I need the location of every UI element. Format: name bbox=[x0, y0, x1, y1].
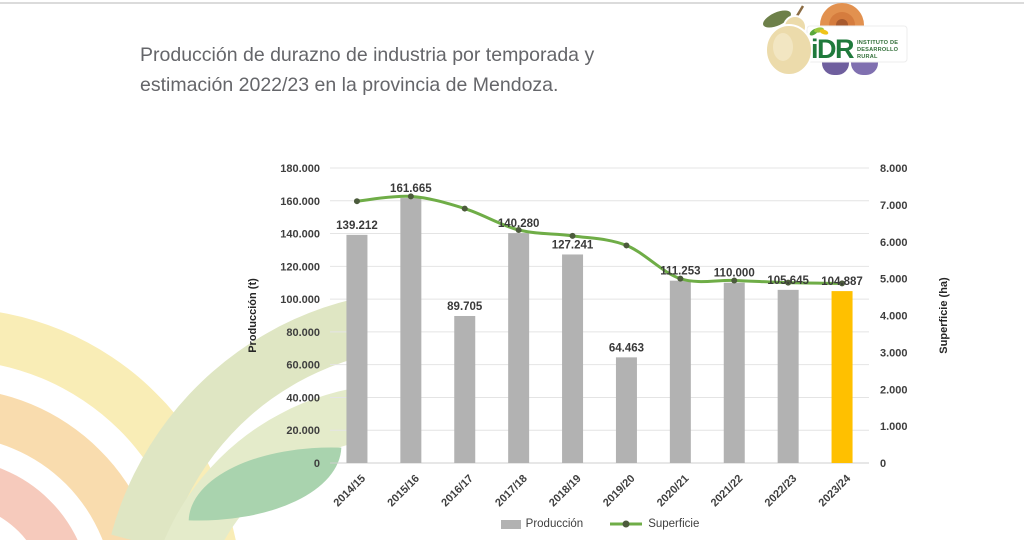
chart-title-line-2: estimación 2022/23 en la provincia de Me… bbox=[140, 74, 559, 96]
legend-label: Superficie bbox=[648, 518, 700, 530]
left-axis-tick-label: 120.000 bbox=[280, 261, 320, 273]
chart-title-line-1: Producción de durazno de industria por t… bbox=[140, 44, 595, 66]
data-label-2022/23: 105.645 bbox=[767, 275, 809, 287]
x-label-2023/24: 2023/24 bbox=[817, 472, 854, 509]
left-axis-tick-label: 60.000 bbox=[286, 360, 320, 372]
data-label-2014/15: 139.212 bbox=[336, 220, 378, 232]
top-border-line bbox=[0, 2, 1024, 4]
left-axis-ticks: 0 20.000 40.000 60.000 80.000 100.000 120.000 1… bbox=[280, 163, 320, 470]
line-markers bbox=[353, 193, 846, 287]
pear-highlight bbox=[773, 33, 793, 61]
bar-2017/18 bbox=[508, 233, 530, 463]
marker-2016/17 bbox=[461, 205, 468, 212]
left-axis-tick-label: 80.000 bbox=[286, 327, 320, 339]
marker-2015/16 bbox=[407, 193, 414, 200]
data-label-2018/19: 127.241 bbox=[552, 239, 594, 251]
x-label-2016/17: 2016/17 bbox=[439, 473, 476, 510]
bar-2021/22 bbox=[723, 282, 745, 463]
marker-2022/23 bbox=[785, 279, 792, 286]
bar-2014/15 bbox=[346, 234, 368, 463]
left-axis-tick-label: 140.000 bbox=[280, 229, 320, 241]
chart-svg: 0 20.000 40.000 60.000 80.000 100.000 120.000 1… bbox=[247, 163, 950, 509]
right-axis-tick-label: 8.000 bbox=[880, 163, 908, 175]
left-axis-tick-label: 0 bbox=[314, 458, 320, 470]
bar-2020/21 bbox=[669, 280, 691, 463]
data-label-2017/18: 140.280 bbox=[498, 218, 540, 230]
marker-2021/22 bbox=[731, 277, 738, 284]
right-axis-tick-label: 2.000 bbox=[880, 384, 908, 396]
data-label-2016/17: 89.705 bbox=[447, 301, 483, 313]
chart-legend: Producción Superficie bbox=[230, 513, 970, 535]
legend-item-producción: Producción bbox=[500, 518, 584, 530]
legend-label: Producción bbox=[525, 518, 584, 530]
bar-2015/16 bbox=[400, 198, 422, 464]
left-axis-tick-label: 20.000 bbox=[286, 425, 320, 437]
x-label-2014/15: 2014/15 bbox=[331, 473, 368, 510]
chart-title: Producción de durazno de industria por t… bbox=[140, 40, 780, 100]
left-axis-tick-label: 40.000 bbox=[286, 392, 320, 404]
bar-2018/19 bbox=[562, 254, 584, 463]
idr-logo-org-line-2: DESARROLLO bbox=[857, 47, 899, 53]
marker-2020/21 bbox=[677, 275, 684, 282]
data-label-2023/24: 104.887 bbox=[821, 276, 863, 288]
right-axis-title: Superficie (ha) bbox=[938, 277, 950, 354]
chart-area: 0 20.000 40.000 60.000 80.000 100.000 120.000 1… bbox=[230, 155, 970, 513]
idr-logo-graphic: iDR INSTITUTO DE DESARROLLO RURAL bbox=[763, 3, 908, 76]
legend-item-superficie: Superficie bbox=[609, 518, 699, 530]
marker-2017/18 bbox=[515, 226, 522, 233]
left-axis-tick-label: 160.000 bbox=[280, 196, 320, 208]
left-axis-tick-label: 180.000 bbox=[280, 163, 320, 175]
idr-logo-org-line-3: RURAL bbox=[857, 54, 878, 60]
idr-logo-org-line-1: INSTITUTO DE bbox=[857, 40, 898, 46]
right-axis-tick-label: 0 bbox=[880, 458, 886, 470]
bars bbox=[346, 198, 853, 464]
bar-data-labels: 139.212 161.665 89.705 140.280 127.241 64.463… bbox=[336, 183, 863, 354]
x-label-2022/23: 2022/23 bbox=[763, 473, 800, 510]
right-axis-tick-label: 6.000 bbox=[880, 237, 908, 249]
right-axis-tick-label: 7.000 bbox=[880, 200, 908, 212]
marker-2023/24 bbox=[839, 280, 846, 287]
watermark-pink-arc bbox=[0, 400, 150, 540]
x-axis-labels: 2014/15 2015/16 2016/17 2017/18 2018/19 2019/… bbox=[331, 472, 853, 509]
marker-2019/20 bbox=[623, 242, 630, 249]
legend-line-swatch bbox=[610, 520, 643, 528]
bar-2022/23 bbox=[777, 289, 799, 463]
x-label-2017/18: 2017/18 bbox=[493, 473, 530, 510]
right-axis-tick-label: 3.000 bbox=[880, 347, 908, 359]
right-axis-tick-label: 1.000 bbox=[880, 421, 908, 433]
x-label-2015/16: 2015/16 bbox=[385, 473, 422, 510]
right-axis-ticks: 0 1.000 2.000 3.000 4.000 5.000 6.000 7.000 8.00… bbox=[880, 163, 908, 470]
x-label-2019/20: 2019/20 bbox=[601, 473, 638, 510]
data-label-2020/21: 111.253 bbox=[660, 266, 700, 278]
data-label-2019/20: 64.463 bbox=[609, 342, 644, 354]
data-label-2015/16: 161.665 bbox=[390, 183, 432, 195]
logo-mini-leaf-yellow bbox=[819, 29, 829, 35]
data-label-2021/22: 110.000 bbox=[714, 268, 755, 280]
x-label-2021/22: 2021/22 bbox=[709, 473, 746, 510]
marker-2014/15 bbox=[353, 198, 360, 205]
legend-bar-swatch bbox=[500, 519, 521, 529]
idr-logo-text: iDR bbox=[811, 34, 854, 64]
bar-2019/20 bbox=[615, 357, 637, 463]
superficie-line bbox=[355, 194, 844, 285]
right-axis-tick-label: 4.000 bbox=[880, 311, 908, 323]
watermark-orange-arc bbox=[0, 300, 250, 540]
left-axis-tick-label: 100.000 bbox=[280, 294, 320, 306]
marker-2018/19 bbox=[569, 232, 576, 239]
pear-leaf-icon bbox=[763, 10, 791, 28]
bar-2023/24 bbox=[831, 291, 853, 463]
idr-logo: iDR INSTITUTO DE DESARROLLO RURAL bbox=[750, 3, 912, 81]
x-label-2020/21: 2020/21 bbox=[655, 473, 692, 510]
left-axis-title: Producción (t) bbox=[247, 278, 259, 353]
right-axis-tick-label: 5.000 bbox=[880, 274, 908, 286]
x-label-2018/19: 2018/19 bbox=[547, 473, 584, 510]
pear-stem bbox=[795, 5, 805, 17]
bar-2016/17 bbox=[454, 315, 476, 463]
